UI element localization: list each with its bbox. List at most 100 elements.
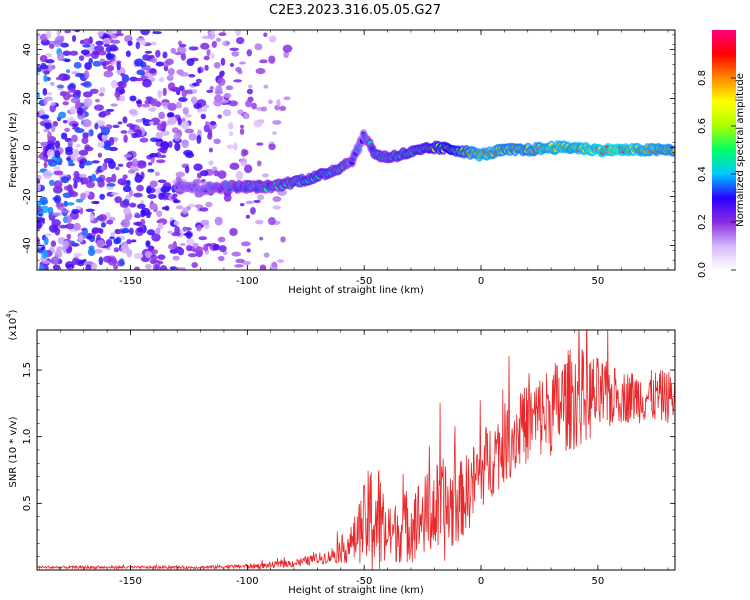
heatmap-cell <box>65 223 75 230</box>
snr-series-line <box>37 330 675 570</box>
heatmap-cell <box>190 96 198 104</box>
heatmap-cell <box>178 71 189 77</box>
heatmap-cell <box>223 193 232 202</box>
spectrogram-x-ticks: -150 -100 -50 0 50 <box>36 30 669 287</box>
heatmap-cell <box>86 181 96 189</box>
heatmap-cell <box>147 162 153 166</box>
heatmap-cell <box>167 230 173 234</box>
heatmap-cell <box>240 241 251 247</box>
heatmap-cell <box>103 70 114 78</box>
heatmap-cell <box>159 265 168 270</box>
heatmap-cell <box>39 64 49 70</box>
heatmap-cell <box>151 41 157 46</box>
heatmap-cell <box>68 267 74 270</box>
heatmap-cell <box>102 33 108 39</box>
heatmap-cell <box>73 170 80 179</box>
heatmap-cell <box>279 105 287 112</box>
heatmap-cell <box>81 177 89 185</box>
heatmap-cell <box>203 243 209 252</box>
snr-y-label: SNR (10 * v/v) <box>8 416 19 487</box>
heatmap-cell <box>75 205 82 210</box>
heatmap-cell <box>74 89 82 96</box>
heatmap-cell <box>259 264 267 270</box>
heatmap-cell <box>267 217 276 226</box>
heatmap-cell <box>79 207 84 215</box>
heatmap-cell <box>185 244 193 252</box>
heatmap-cell <box>204 64 209 71</box>
snr-x-tick-label: -50 <box>356 576 372 587</box>
heatmap-cell <box>131 132 138 139</box>
heatmap-cell <box>172 255 180 261</box>
heatmap-cell <box>99 193 106 200</box>
heatmap-cell <box>43 70 50 75</box>
heatmap-cell <box>116 61 121 71</box>
heatmap-cell <box>239 128 245 135</box>
heatmap-cell <box>158 77 165 83</box>
heatmap-cell <box>40 199 49 205</box>
spectrogram-x-tick-label: -100 <box>236 276 259 287</box>
heatmap-cell <box>185 230 192 239</box>
heatmap-cell <box>45 30 52 39</box>
heatmap-cell <box>105 239 113 247</box>
heatmap-cell <box>179 242 186 247</box>
spectrogram-y-tick-label: 20 <box>22 92 33 105</box>
heatmap-cell <box>117 178 127 185</box>
heatmap-cell <box>58 111 67 119</box>
heatmap-cell <box>126 179 131 188</box>
heatmap-cell <box>156 210 163 218</box>
heatmap-cell <box>246 248 251 253</box>
heatmap-cell <box>149 180 158 188</box>
heatmap-cell <box>60 42 69 48</box>
heatmap-cell <box>111 192 119 196</box>
heatmap-cell <box>62 91 71 101</box>
heatmap-cell <box>181 89 187 98</box>
heatmap-cell <box>155 131 163 140</box>
heatmap-cell <box>123 153 133 158</box>
heatmap-cell <box>64 30 72 34</box>
heatmap-cell <box>62 50 71 56</box>
heatmap-cell <box>63 74 71 81</box>
heatmap-cell <box>82 38 92 45</box>
heatmap-cell <box>89 213 95 222</box>
heatmap-cell <box>103 43 110 48</box>
heatmap-cell <box>100 126 110 136</box>
heatmap-cell <box>188 46 199 51</box>
heatmap-cell <box>170 87 181 92</box>
heatmap-cell <box>236 37 245 45</box>
heatmap-cell <box>196 129 202 137</box>
heatmap-cell <box>268 143 276 151</box>
heatmap-cell <box>145 240 151 247</box>
heatmap-cell <box>137 39 147 46</box>
heatmap-cell <box>129 95 137 102</box>
heatmap-cell <box>272 120 282 125</box>
heatmap-cell <box>177 40 183 46</box>
heatmap-cell <box>260 106 268 112</box>
heatmap-cell <box>239 124 245 129</box>
snr-y-tick-label: 1.5 <box>22 362 33 378</box>
heatmap-cell <box>42 88 48 96</box>
snr-y-tick-label: 0.5 <box>22 495 33 511</box>
heatmap-cell <box>185 238 195 246</box>
heatmap-cell <box>94 248 103 254</box>
heatmap-cell <box>181 139 189 148</box>
heatmap-cell <box>71 35 77 42</box>
heatmap-cell <box>77 106 84 116</box>
heatmap-cell <box>126 239 132 245</box>
heatmap-cell <box>268 99 273 105</box>
heatmap-cell <box>186 58 195 66</box>
heatmap-cell <box>37 178 41 185</box>
colorbar-tick-label: 0.4 <box>697 166 708 182</box>
heatmap-cell <box>43 128 50 133</box>
heatmap-cell <box>45 143 55 152</box>
heatmap-cell <box>127 169 136 174</box>
heatmap-cell <box>148 106 157 112</box>
heatmap-cell <box>225 85 234 91</box>
heatmap-cell <box>173 220 180 226</box>
heatmap-cell <box>157 89 163 98</box>
spectrogram-y-ticks: -40 -20 0 20 40 <box>22 34 675 261</box>
heatmap-cell <box>39 141 49 146</box>
heatmap-cell <box>158 111 166 120</box>
heatmap-cell <box>169 248 179 254</box>
heatmap-cell <box>188 133 198 141</box>
